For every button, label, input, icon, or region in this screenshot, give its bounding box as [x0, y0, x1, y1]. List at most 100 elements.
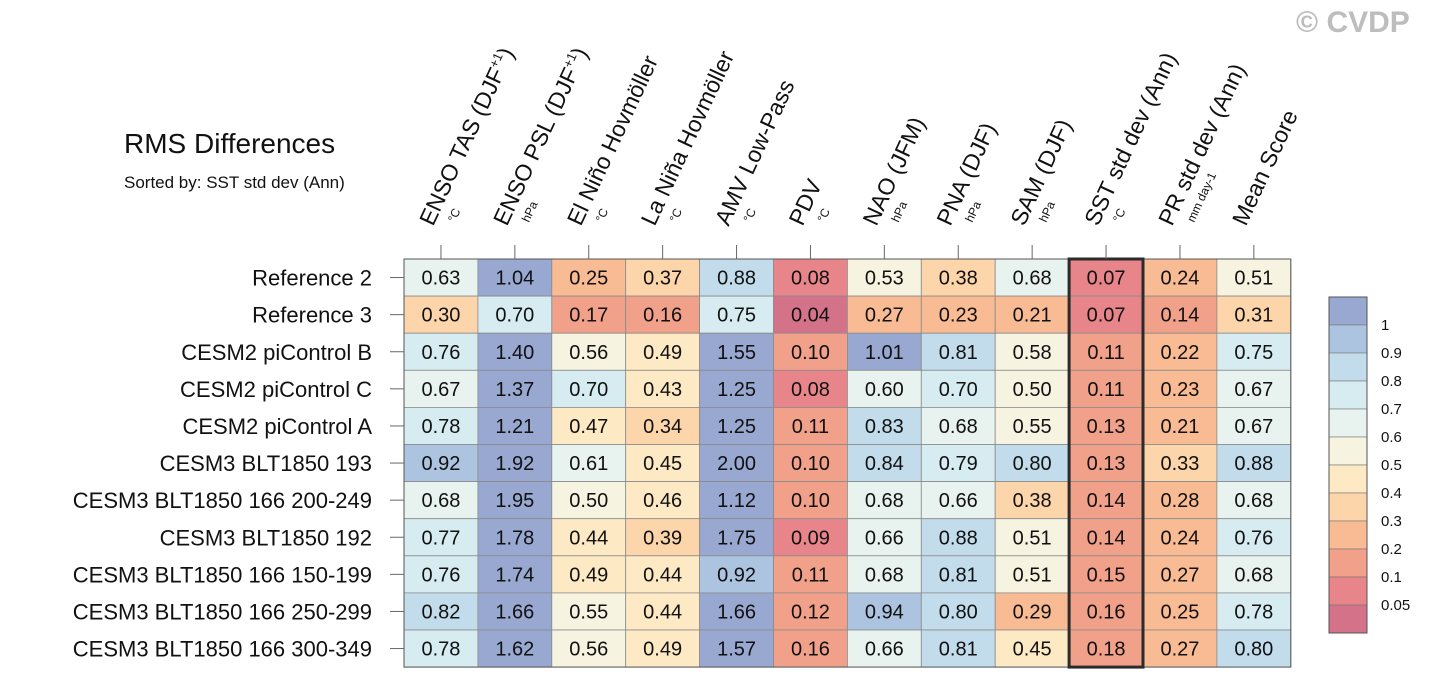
heatmap-cell: [551, 555, 627, 594]
heatmap-cell: [847, 369, 922, 408]
cell-value: 0.61: [569, 453, 608, 475]
heatmap-cell: [625, 592, 701, 631]
heatmap-cell: [773, 406, 848, 445]
heatmap-cell: [625, 481, 701, 520]
cell-value: 0.70: [939, 379, 978, 401]
cell-value: 0.78: [1234, 601, 1273, 623]
cell-value: 0.09: [791, 527, 830, 549]
colorbar-label: 0.1: [1381, 569, 1402, 586]
cell-value: 0.68: [421, 490, 460, 512]
heatmap-cell: [403, 332, 479, 371]
cell-value: 0.28: [1160, 490, 1199, 512]
row-label: CESM2 piControl A: [182, 414, 372, 439]
heatmap-cell: [920, 406, 996, 445]
heatmap-cell: [477, 444, 553, 482]
colorbar-swatch: [1328, 492, 1368, 522]
heatmap-cell: [551, 629, 627, 668]
heatmap-cell: [994, 518, 1070, 557]
heatmap-cell: [1142, 592, 1218, 631]
cell-value: 0.66: [865, 527, 904, 549]
heatmap-cell: [1142, 555, 1218, 594]
heatmap-cell: [403, 555, 479, 594]
colorbar-swatch: [1328, 408, 1368, 438]
heatmap-cell: [1068, 592, 1144, 631]
cell-value: 0.21: [1013, 305, 1052, 327]
cell-value: 0.55: [1013, 416, 1052, 438]
heatmap-cell: [403, 295, 479, 334]
column-unit-group: °C: [667, 206, 686, 224]
row-label: CESM3 BLT1850 193: [160, 451, 372, 476]
heatmap-cell: [1216, 406, 1292, 445]
heatmap-cell: [625, 518, 701, 557]
cell-value: 0.66: [865, 639, 904, 661]
cell-value: 1.21: [495, 416, 534, 438]
heatmap-cell: [477, 258, 553, 297]
cell-value: 0.14: [1087, 527, 1126, 549]
column-unit: °C: [1110, 206, 1129, 224]
heatmap-cell: [773, 629, 848, 668]
cell-value: 1.01: [865, 342, 904, 364]
cell-value: 0.79: [939, 453, 978, 475]
cell-value: 1.66: [495, 601, 534, 623]
heatmap-cell: [1142, 369, 1218, 408]
cell-value: 0.07: [1087, 305, 1126, 327]
cell-value: 0.45: [1013, 639, 1052, 661]
cell-value: 0.16: [643, 305, 682, 327]
row-label: Reference 3: [252, 303, 372, 328]
heatmap-cell: [699, 592, 774, 631]
column-header: Mean Score: [1227, 106, 1303, 229]
chart-subtitle: Sorted by: SST std dev (Ann): [124, 173, 345, 192]
heatmap-cell: [477, 369, 553, 408]
colorbar-label: 0.3: [1381, 513, 1402, 530]
colorbar-label: 0.6: [1381, 429, 1402, 446]
cell-value: 0.24: [1160, 527, 1199, 549]
heatmap-cell: [994, 481, 1070, 520]
cell-value: 0.80: [939, 601, 978, 623]
cell-value: 0.11: [792, 416, 829, 438]
cell-value: 0.08: [791, 268, 830, 290]
colorbar-swatch: [1328, 576, 1368, 606]
cell-value: 0.76: [1234, 527, 1273, 549]
cell-value: 1.25: [717, 416, 756, 438]
cell-value: 0.67: [421, 379, 460, 401]
heatmap-cell: [773, 332, 848, 371]
cell-value: 0.92: [421, 453, 460, 475]
cell-value: 0.23: [1160, 379, 1199, 401]
heatmap-cell: [847, 592, 922, 631]
cell-value: 1.12: [717, 490, 756, 512]
cell-value: 0.14: [1087, 490, 1126, 512]
heatmap-cell: [1068, 332, 1144, 371]
cell-value: 0.67: [1234, 416, 1273, 438]
cell-value: 0.88: [1234, 453, 1273, 475]
colorbar-swatch: [1328, 464, 1368, 494]
cell-value: 0.49: [643, 342, 682, 364]
cell-value: 0.23: [939, 305, 978, 327]
cell-value: 0.12: [791, 601, 830, 623]
cell-value: 0.30: [421, 305, 460, 327]
cell-value: 0.60: [865, 379, 904, 401]
cell-value: 2.00: [717, 453, 756, 475]
heatmap-cell: [477, 629, 553, 668]
cell-value: 0.27: [1160, 564, 1199, 586]
cell-value: 0.27: [1160, 639, 1199, 661]
cell-value: 0.49: [569, 564, 608, 586]
colorbar-label: 0.7: [1381, 401, 1402, 418]
cell-value: 0.51: [1013, 564, 1052, 586]
cell-value: 0.17: [569, 305, 608, 327]
cell-value: 0.55: [569, 601, 608, 623]
column-unit-group: °C: [445, 206, 464, 224]
cell-value: 0.75: [717, 305, 756, 327]
cell-value: 0.80: [1013, 453, 1052, 475]
colorbar-swatch: [1328, 520, 1368, 550]
colorbar-border: [1328, 296, 1368, 634]
cell-value: 1.66: [717, 601, 756, 623]
cell-value: 0.80: [1234, 639, 1273, 661]
heatmap-cell: [625, 332, 701, 371]
cell-value: 0.51: [1013, 527, 1052, 549]
cell-value: 0.70: [495, 305, 534, 327]
cell-value: 0.76: [421, 564, 460, 586]
cell-value: 0.88: [717, 268, 756, 290]
cell-value: 0.92: [717, 564, 756, 586]
heatmap-cell: [477, 592, 553, 631]
